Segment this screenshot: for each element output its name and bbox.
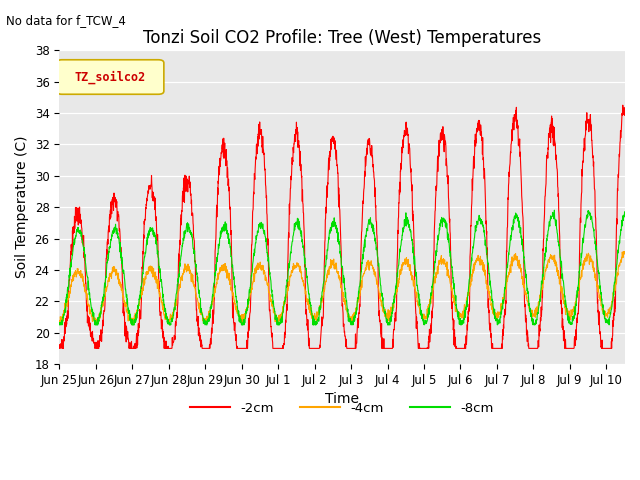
- -4cm: [427, 301, 435, 307]
- -8cm: [550, 207, 558, 213]
- -2cm: [56, 346, 63, 351]
- -8cm: [534, 310, 541, 315]
- -4cm: [621, 251, 628, 257]
- Line: -8cm: -8cm: [60, 210, 625, 325]
- -4cm: [601, 308, 609, 314]
- Text: TZ_soilco2: TZ_soilco2: [74, 70, 146, 84]
- -2cm: [427, 328, 435, 334]
- -8cm: [89, 311, 97, 317]
- -8cm: [602, 317, 609, 323]
- Legend: -2cm, -4cm, -8cm: -2cm, -4cm, -8cm: [185, 396, 499, 420]
- -4cm: [346, 313, 353, 319]
- -8cm: [346, 319, 353, 324]
- -8cm: [56, 320, 63, 325]
- -2cm: [346, 346, 353, 351]
- -2cm: [410, 212, 417, 217]
- -2cm: [601, 346, 609, 351]
- -2cm: [619, 102, 627, 108]
- -2cm: [88, 328, 96, 334]
- -8cm: [621, 209, 628, 215]
- -8cm: [427, 291, 435, 297]
- Y-axis label: Soil Temperature (C): Soil Temperature (C): [15, 136, 29, 278]
- Title: Tonzi Soil CO2 Profile: Tree (West) Temperatures: Tonzi Soil CO2 Profile: Tree (West) Temp…: [143, 29, 541, 48]
- Line: -2cm: -2cm: [60, 105, 625, 348]
- -4cm: [128, 322, 136, 328]
- FancyBboxPatch shape: [56, 60, 164, 94]
- -4cm: [534, 305, 541, 311]
- X-axis label: Time: Time: [325, 392, 359, 407]
- -8cm: [56, 322, 63, 328]
- Text: No data for f_TCW_4: No data for f_TCW_4: [6, 14, 126, 27]
- -4cm: [56, 319, 63, 325]
- -4cm: [88, 319, 96, 324]
- -2cm: [534, 346, 541, 351]
- -4cm: [620, 249, 628, 254]
- -8cm: [410, 248, 417, 254]
- Line: -4cm: -4cm: [60, 252, 625, 325]
- -4cm: [410, 283, 417, 289]
- -2cm: [621, 112, 628, 118]
